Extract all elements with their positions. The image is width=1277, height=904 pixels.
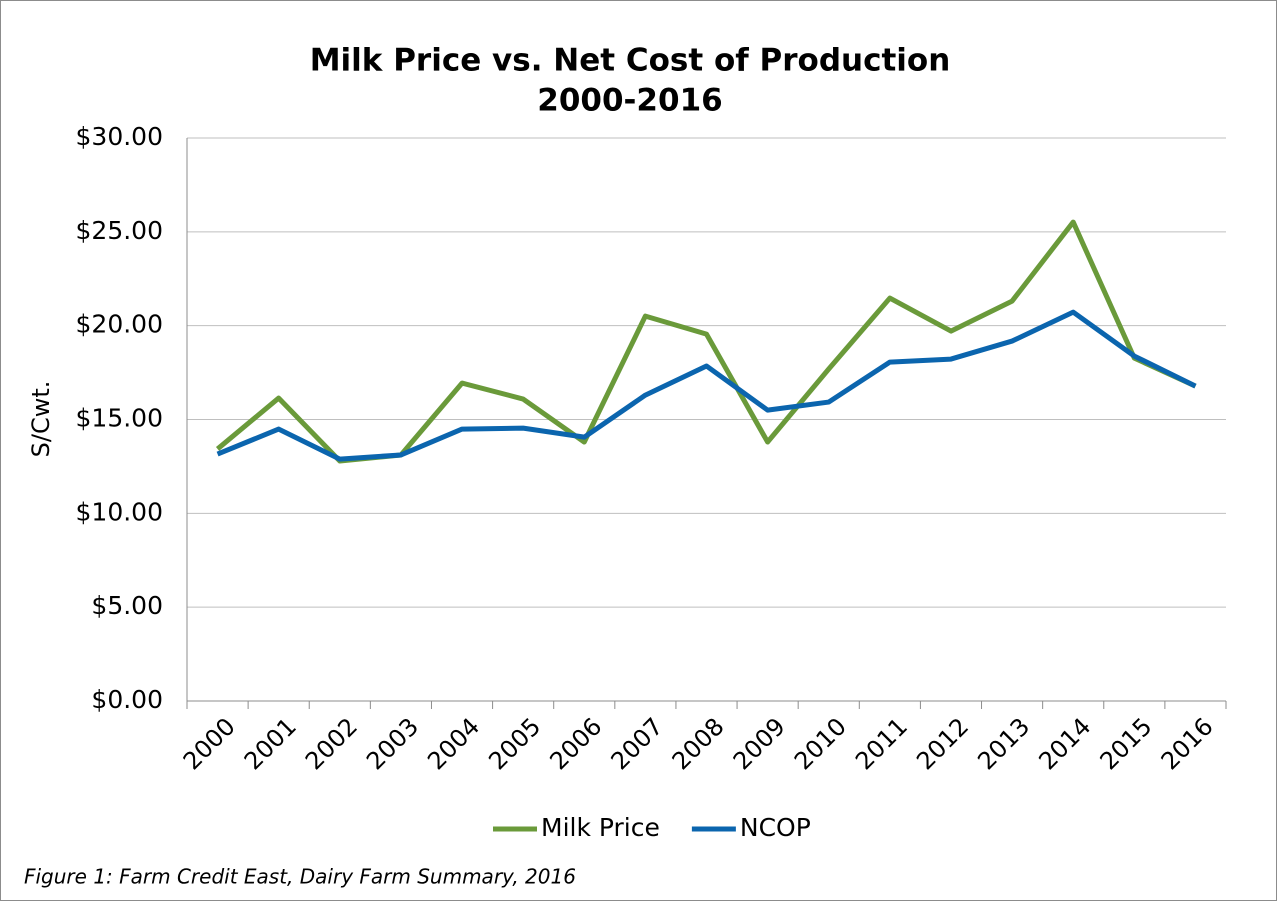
legend-label: NCOP — [740, 813, 811, 842]
y-tick-label: $15.00 — [76, 404, 163, 433]
y-tick-label: $30.00 — [76, 122, 163, 151]
y-tick-label: $10.00 — [76, 497, 163, 526]
y-tick-label: $20.00 — [76, 310, 163, 339]
caption: Figure 1: Farm Credit East, Dairy Farm S… — [24, 865, 576, 889]
series-line — [216, 309, 1197, 462]
y-tick-label: $0.00 — [91, 685, 163, 714]
legend-label: Milk Price — [541, 813, 660, 842]
chart-subtitle: 2000-2016 — [537, 83, 722, 119]
y-tick-label: $5.00 — [91, 591, 163, 620]
chart-title: Milk Price vs. Net Cost of Production — [310, 43, 951, 79]
y-axis-label: S/Cwt. — [27, 381, 55, 458]
y-tick-label: $25.00 — [76, 216, 163, 245]
